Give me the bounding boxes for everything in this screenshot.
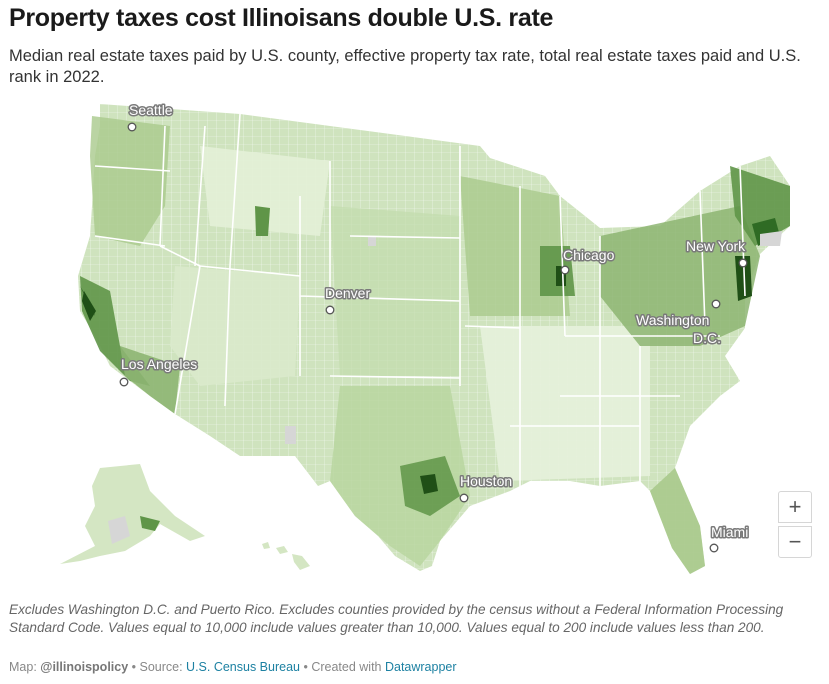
city-label-miami: Miami (711, 524, 748, 540)
chart-subtitle: Median real estate taxes paid by U.S. co… (9, 47, 801, 86)
map-credit: @illinoispolicy (40, 660, 129, 674)
city-label-seattle: Seattle (129, 102, 173, 118)
map-prefix: Map: (9, 660, 41, 674)
city-label-denver: Denver (325, 285, 370, 301)
city-label-houston: Houston (460, 473, 512, 489)
source-prefix: • Source: (128, 660, 187, 674)
zoom-in-button[interactable]: + (778, 491, 812, 523)
zoom-out-button[interactable]: − (778, 526, 812, 558)
city-label-new-york: New York (686, 238, 746, 254)
hawaii-shape (262, 542, 310, 570)
datawrapper-link[interactable]: Datawrapper (384, 660, 457, 674)
footnote: Excludes Washington D.C. and Puerto Rico… (9, 602, 784, 635)
choropleth-map[interactable]: Seattle Chicago New York Denver Washingt… (0, 96, 829, 592)
city-label-chicago: Chicago (563, 247, 615, 263)
byline: Map: @illinoispolicy • Source: U.S. Cens… (9, 660, 821, 674)
county-shading (80, 116, 790, 574)
city-markers: Seattle Chicago New York Denver Washingt… (120, 101, 750, 553)
alaska-shape (60, 464, 205, 564)
city-label-washington-dc: Washington D.C. (636, 312, 721, 346)
city-label-los-angeles: Los Angeles (121, 356, 197, 372)
chart-title: Property taxes cost Illinoisans double U… (9, 4, 554, 32)
created-prefix: • Created with (300, 660, 385, 674)
state-borders (94, 113, 746, 491)
source-link[interactable]: U.S. Census Bureau (186, 660, 300, 674)
